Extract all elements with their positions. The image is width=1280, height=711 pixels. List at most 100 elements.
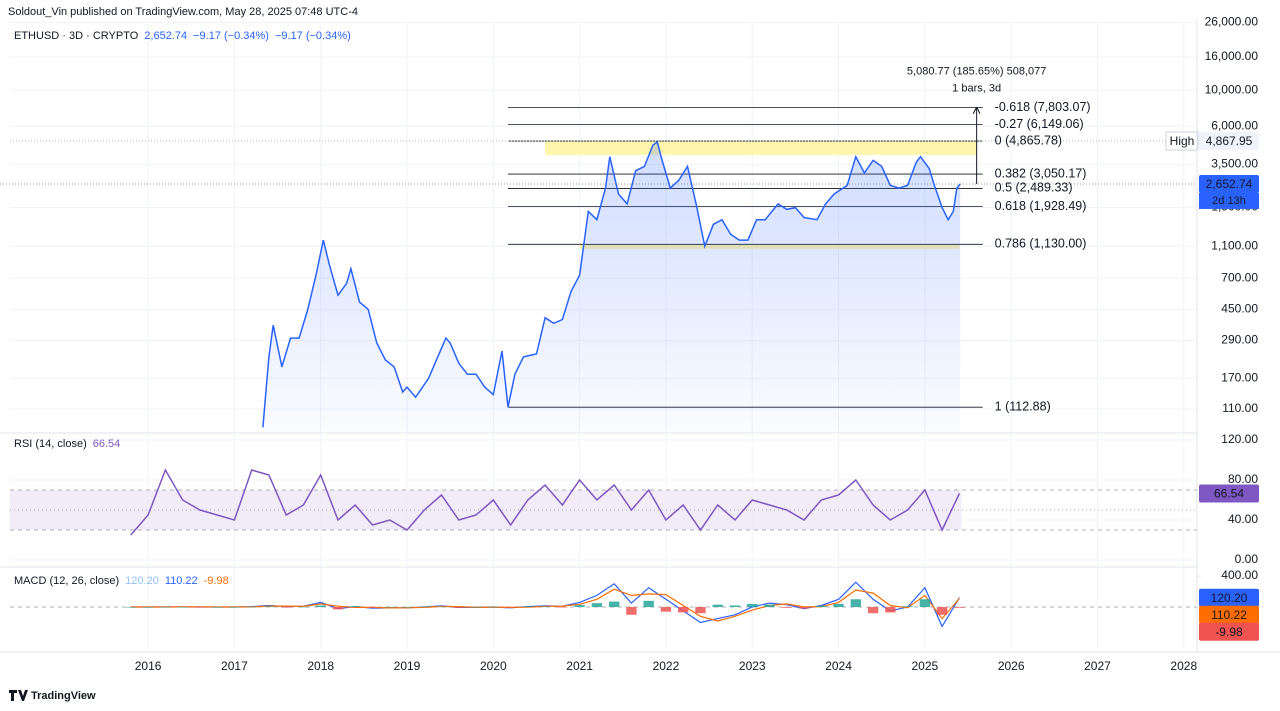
x-tick-label: 2019 (394, 659, 421, 673)
histogram-bar (936, 607, 948, 615)
histogram-bar (160, 606, 171, 608)
histogram-bar (419, 606, 430, 608)
histogram-bar (401, 607, 413, 608)
fib-label: 0 (4,865.78) (995, 133, 1062, 147)
publisher: Soldout_Vin published on TradingView.com… (8, 6, 358, 18)
footer: TradingView (31, 690, 96, 702)
histogram-bar (384, 606, 395, 608)
x-tick-label: 2020 (480, 659, 507, 673)
histogram-bar (781, 607, 792, 608)
x-tick-label: 2023 (739, 659, 766, 673)
high-tag: 4,867.95 (1206, 134, 1253, 148)
histogram-bar (522, 606, 534, 608)
series-line (262, 140, 961, 428)
macd-tag-bg (1199, 622, 1259, 641)
x-tick-label: 2022 (653, 659, 680, 673)
macd-last: 120.20 (125, 575, 159, 587)
high-tag-bg (1199, 132, 1259, 151)
histogram-bar (850, 599, 861, 608)
histogram-bar (488, 606, 499, 608)
histogram-bar (436, 606, 447, 608)
histogram-bar (281, 607, 292, 608)
histogram-bar (125, 607, 137, 608)
y-tick-label: 170.00 (1221, 370, 1258, 384)
macd-last: -9.98 (204, 575, 229, 587)
histogram-bar (643, 600, 654, 608)
histogram-bar (263, 606, 275, 608)
y-tick-label: 700.00 (1221, 270, 1258, 284)
x-tick-label: 2024 (825, 659, 852, 673)
price-legend: ETHUSD · 3D · CRYPTO 2,652.74 −9.17 (−0.34… (14, 30, 351, 42)
fib-label: 0.5 (2,489.33) (995, 181, 1073, 195)
macd-legend: MACD (12, 26, close) 120.20 110.22 -9.98 (14, 575, 229, 587)
y-tick-label: 450.00 (1221, 302, 1258, 316)
histogram-bar (142, 607, 154, 608)
macd-title: MACD (12, 26, close) (14, 575, 119, 587)
histogram-bar (816, 605, 827, 608)
series-line (130, 468, 961, 536)
y-tick-label: 10,000.00 (1205, 82, 1259, 96)
last-value-tag: 66.54 (1214, 487, 1244, 501)
macd-tag: 110.22 (1211, 608, 1247, 622)
macd-tag: -9.98 (1215, 625, 1243, 639)
y-tick-label: 1,100.00 (1211, 238, 1258, 252)
fib-label: 0.382 (3,050.17) (995, 166, 1087, 180)
y-tick-label: 80.00 (1228, 472, 1258, 486)
fib-label: -0.618 (7,803.07) (995, 100, 1091, 114)
macd-tag-bg (1199, 588, 1259, 607)
histogram-bar (332, 607, 344, 610)
x-tick-label: 2016 (135, 659, 162, 673)
symbol: ETHUSD · 3D · CRYPTO (14, 30, 139, 42)
y-tick-label: 6,000.00 (1211, 118, 1258, 132)
histogram-bar (229, 607, 240, 608)
legend-last: 2,652.74 (144, 30, 187, 42)
histogram-bar (902, 606, 913, 608)
macd-tag: 120.20 (1211, 591, 1248, 605)
histogram-bar (626, 607, 637, 615)
histogram-bar (367, 607, 378, 608)
histogram-bar (954, 607, 965, 608)
footer-logo (9, 690, 28, 701)
histogram-bar (885, 607, 896, 613)
rsi-legend: RSI (14, close) 66.54 (14, 438, 120, 450)
text-layer: 2016 2017 2018 2019 2020 2021 2022 2023 2024 2025… (135, 15, 1259, 673)
measure-label: 5,080.77 (185.65%) 508,077 (907, 66, 1046, 78)
x-tick-label: 2025 (912, 659, 939, 673)
histogram-bar (557, 607, 568, 608)
high-box (1165, 131, 1199, 151)
histogram-bar (712, 604, 723, 608)
histogram-bar (867, 607, 879, 614)
histogram-bar (315, 605, 326, 608)
y-tick-label: 290.00 (1221, 333, 1258, 347)
fib-zone (545, 141, 977, 155)
histogram-bar (574, 605, 585, 608)
x-tick-label: 2027 (1084, 659, 1111, 673)
histogram-bar (695, 607, 706, 614)
rsi-last: 66.54 (93, 438, 121, 450)
x-tick-label: 2028 (1170, 659, 1197, 673)
histogram-bar (194, 607, 206, 608)
y-tick-label: 3,500.00 (1211, 157, 1258, 171)
y-tick-label: 0.00 (1235, 552, 1259, 566)
macd-last: 110.22 (165, 575, 198, 587)
measure-sublabel: 1 bars, 3d (952, 83, 1001, 95)
histogram-bar (177, 607, 188, 608)
x-tick-label: 2026 (998, 659, 1025, 673)
high-text: High (1170, 134, 1195, 148)
histogram-bar (211, 607, 223, 608)
y-tick-label: 110.00 (1222, 401, 1258, 415)
histogram-bar (539, 606, 551, 608)
countdown: 2d 13h (1212, 195, 1246, 207)
histogram-bar (660, 607, 672, 612)
legend-change: −9.17 (−0.34%) (193, 30, 269, 42)
histogram-bar (505, 607, 516, 608)
y-tick-label: 40.00 (1228, 512, 1258, 526)
histogram-bar (833, 603, 844, 608)
y-tick-label: 400.00 (1221, 568, 1258, 582)
histogram-bar (764, 604, 775, 608)
rsi-title: RSI (14, close) (14, 438, 87, 450)
y-tick-label: 16,000.00 (1205, 49, 1259, 63)
macd-tag-bg (1199, 605, 1259, 624)
